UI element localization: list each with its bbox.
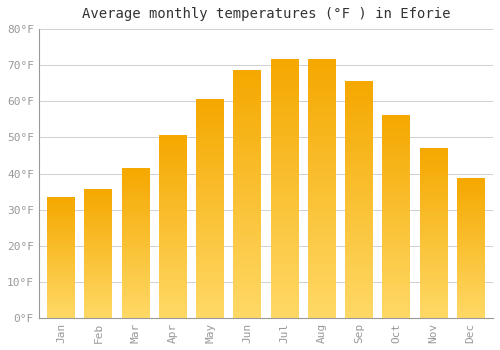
Title: Average monthly temperatures (°F ) in Eforie: Average monthly temperatures (°F ) in Ef…	[82, 7, 450, 21]
